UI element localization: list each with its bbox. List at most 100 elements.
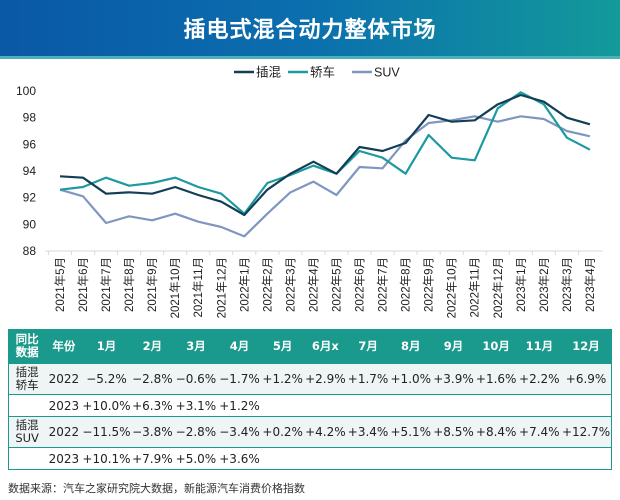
x-tick-label: 2021年12月 (214, 257, 228, 318)
y-tick-label: 90 (23, 217, 37, 231)
legend-label: SUV (374, 66, 400, 80)
legend-label: 轿车 (310, 65, 335, 80)
row-year: 2023 (48, 451, 80, 466)
yoy-value-cell (261, 395, 304, 417)
table-header-cell: 8月 (389, 329, 433, 364)
yoy-value-cell: +8.4% (474, 416, 518, 448)
yoy-value-cell: −5.2% (82, 363, 131, 395)
yoy-value-cell: +6.3% (132, 398, 173, 413)
yoy-value-cell: −2.8% (130, 363, 175, 395)
yoy-value-cell: +7.4% (517, 416, 562, 448)
yoy-value-cell: +3.9% (432, 363, 475, 395)
table-header-cell: 1月 (82, 329, 131, 364)
title-banner: 插电式混合动力整体市场 (0, 0, 620, 59)
yoy-value-cell: −1.7% (217, 363, 262, 395)
x-tick-label: 2023年2月 (537, 257, 551, 312)
x-tick-label: 2022年11月 (468, 257, 482, 318)
x-tick-label: 2021年8月 (122, 257, 136, 312)
yoy-value-cell: +1.2% (219, 398, 260, 413)
yoy-value-cell (432, 395, 475, 417)
data-source: 数据来源：汽车之家研究院大数据，新能源汽车消费价格指数 (8, 482, 305, 495)
x-tick-label: 2023年4月 (583, 257, 597, 312)
table-row: 插混 轿车 2022 −5.2% −2.8% −0.6% −1.7% +1.2% +2.9% +… (8, 363, 612, 395)
x-tick-label: 2022年1月 (237, 257, 251, 312)
series-line-轿车 (59, 91, 591, 215)
table-header-cell: 10月 (474, 329, 518, 364)
x-tick-label: 2022年12月 (491, 257, 505, 318)
yoy-value-cell: +12.7% (561, 416, 612, 448)
yoy-value-cell (518, 395, 562, 417)
table-row: 插混 SUV 2022 −11.5% −3.8% −2.8% −3.4% +0.2% +4.2… (8, 416, 612, 448)
yoy-value-cell: −3.8% (130, 416, 175, 448)
yoy-value-cell (389, 448, 432, 470)
x-tick-label: 2021年5月 (53, 257, 67, 312)
row-category (9, 448, 46, 470)
table-header-row: 同比 数据 年份 1月 2月 3月 4月 5月 6月x 7月 8月 9月 10月 11月 12月 (8, 329, 612, 364)
table-header-cell: 11月 (517, 329, 562, 364)
x-tick-label: 2022年8月 (399, 257, 413, 312)
yoy-table: 同比 数据 年份 1月 2月 3月 4月 5月 6月x 7月 8月 9月 10月 11月 12月 插混 轿… (8, 329, 612, 470)
line-chart: 2021年5月 2021年6月 2021年7月 2021年8月 2021年9月 2021年… (16, 65, 603, 318)
yoy-value-cell: +8.5% (432, 416, 475, 448)
x-tick-label: 2022年7月 (376, 257, 390, 312)
x-tick-label: 2022年2月 (260, 257, 274, 312)
yoy-value-cell: +1.7% (346, 363, 390, 395)
yoy-value-cell (347, 448, 390, 470)
yoy-value-cell: +2.2% (517, 363, 562, 395)
yoy-value-cell: +3.4% (346, 416, 390, 448)
yoy-value-cell: +10.0% (82, 398, 131, 413)
yoy-value-cell: +1.2% (261, 363, 305, 395)
yoy-value-cell (432, 448, 475, 470)
yoy-value-cell: +0.2% (261, 416, 305, 448)
table-row: 2023 +10.1% +7.9% +5.0% +3.6% (8, 448, 612, 470)
yoy-value-cell: −11.5% (82, 416, 131, 448)
y-tick-label: 94 (23, 164, 37, 178)
table-header-cell: 5月 (261, 329, 305, 364)
yoy-value-cell: +10.1% (82, 451, 131, 466)
yoy-value-cell: +6.9% (561, 363, 612, 395)
x-tick-label: 2021年11月 (191, 257, 205, 318)
table-header-cell: 6月x (304, 329, 347, 364)
yoy-value-cell: −0.6% (174, 363, 218, 395)
yoy-value-cell (561, 395, 611, 417)
yoy-value-cell: +1.0% (389, 363, 433, 395)
row-category: 插混 SUV (8, 416, 46, 448)
yoy-value-cell (347, 395, 390, 417)
table-header-cell: 9月 (432, 329, 475, 364)
x-tick-label: 2023年1月 (514, 257, 528, 312)
table-header-cell: 12月 (561, 329, 612, 364)
x-tick-label: 2021年7月 (99, 257, 113, 312)
row-category (9, 395, 46, 417)
y-tick-label: 92 (23, 191, 37, 205)
yoy-value-cell (389, 395, 432, 417)
page-title: 插电式混合动力整体市场 (183, 18, 437, 43)
table-header-cell: 3月 (174, 329, 218, 364)
yoy-value-cell: +3.6% (219, 451, 260, 466)
yoy-value-cell: +5.1% (389, 416, 433, 448)
y-tick-label: 88 (23, 244, 37, 258)
x-tick-label: 2022年6月 (353, 257, 367, 312)
row-year: 2023 (48, 398, 80, 413)
yoy-value-cell: +2.9% (304, 363, 347, 395)
yoy-value-cell (304, 395, 347, 417)
table-header-cell: 同比 数据 (8, 329, 46, 364)
yoy-value-cell: +1.6% (474, 363, 518, 395)
table-header-cell: 2月 (130, 329, 175, 364)
table-header-cell: 4月 (217, 329, 262, 364)
y-tick-label: 100 (16, 84, 36, 98)
yoy-value-cell: −3.4% (217, 416, 262, 448)
x-tick-label: 2021年9月 (145, 257, 159, 312)
x-tick-label: 2021年10月 (168, 257, 182, 318)
yoy-value-cell: +3.1% (175, 398, 217, 413)
yoy-value-cell (475, 395, 518, 417)
yoy-value-cell (261, 448, 304, 470)
table-header-cell: 年份 (45, 329, 83, 364)
yoy-value-cell: +5.0% (175, 451, 217, 466)
yoy-value-cell: +7.9% (132, 451, 173, 466)
series-line-SUV (59, 115, 591, 238)
x-tick-label: 2022年9月 (422, 257, 436, 312)
y-tick-label: 98 (23, 111, 37, 125)
row-year: 2022 (45, 416, 83, 448)
yoy-value-cell (518, 448, 562, 470)
x-tick-label: 2022年5月 (329, 257, 343, 312)
